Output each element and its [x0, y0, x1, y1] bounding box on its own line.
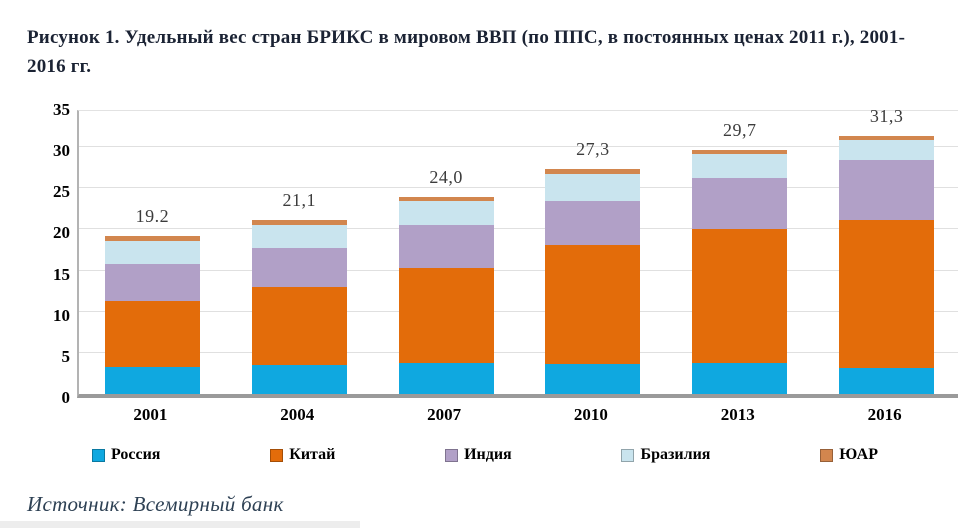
legend-item-россия: Россия: [92, 446, 160, 464]
figure-caption: Рисунок 1. Удельный вес стран БРИКС в ми…: [27, 27, 906, 77]
bar-2013-segment-4: [692, 153, 788, 179]
bar-2016-segment-1: [839, 367, 935, 394]
x-tick-label: 2010: [573, 405, 608, 424]
legend-label: ЮАР: [839, 446, 878, 463]
bar-2007-segment-5: [398, 196, 494, 201]
bar-stack-2004: [251, 220, 347, 394]
bar-2004-segment-4: [251, 225, 347, 249]
bar-2010-segment-4: [545, 173, 641, 201]
bar-2004-segment-1: [251, 365, 347, 394]
y-tick-label: 20: [53, 223, 70, 243]
legend-swatch: [621, 448, 635, 462]
source-note: Источник: Всемирный банк: [27, 492, 284, 516]
bar-2013-segment-1: [692, 362, 788, 394]
legend-item-бразилия: Бразилия: [621, 446, 710, 464]
bar-2010: [545, 169, 641, 394]
bar-2010-segment-3: [545, 200, 641, 246]
bar-2004-segment-3: [251, 248, 347, 288]
bar-2016-segment-4: [839, 139, 935, 161]
legend-label: Китай: [289, 446, 336, 463]
x-tick-label: 2013: [720, 405, 755, 424]
x-axis: 2001 2004 2007 2010 2013 2016: [77, 405, 958, 431]
gridline-15: [79, 269, 958, 271]
x-tick-label: 2007: [427, 405, 462, 424]
y-tick-label: 0: [61, 388, 71, 407]
bar-2013-segment-5: [692, 149, 788, 154]
legend-label: Индия: [464, 446, 512, 463]
bar-total-label: 21,1: [282, 190, 316, 211]
bar-2001-segment-2: [104, 301, 200, 367]
gridline-5: [79, 351, 958, 353]
legend-swatch: [270, 448, 284, 462]
bar-total-label: 29,7: [723, 119, 757, 140]
legend: Россия Китай Индия Бразилия ЮАР: [92, 446, 878, 464]
bar-stack-2013: [692, 149, 788, 394]
x-tick-label: 2001: [133, 405, 168, 424]
legend-item-юар: ЮАР: [820, 446, 878, 464]
page-edge-artifact: [0, 521, 360, 528]
x-tick-label: 2016: [867, 405, 902, 424]
legend-item-китай: Китай: [270, 446, 335, 464]
y-tick-label: 30: [53, 141, 70, 161]
legend-swatch: [445, 448, 459, 462]
bar-2016-segment-3: [839, 160, 935, 221]
bar-2007-segment-1: [398, 362, 494, 394]
bar-2013-segment-2: [692, 228, 788, 363]
bar-total-label: 27,3: [576, 139, 610, 160]
bar-total-label: 24,0: [429, 166, 463, 187]
legend-swatch: [820, 448, 834, 462]
y-tick-label: 5: [61, 346, 71, 366]
legend-label: Бразилия: [640, 446, 711, 463]
bar-2004-segment-2: [251, 287, 347, 366]
bar-2007-segment-2: [398, 268, 494, 363]
bar-2010-segment-1: [545, 364, 641, 394]
bar-2016: [839, 136, 935, 394]
y-axis: 0 5 10 15 20 25 30 35: [18, 100, 71, 407]
bar-2013-segment-3: [692, 178, 788, 229]
bar-2007: [398, 196, 494, 394]
y-tick-label: 25: [53, 182, 70, 202]
bar-2010-segment-2: [545, 245, 641, 365]
bar-2004-segment-5: [251, 220, 347, 226]
bar-2007-segment-4: [398, 200, 494, 225]
bar-stack-2007: [398, 196, 494, 394]
bar-2001-segment-5: [104, 236, 200, 241]
gridline-30: [79, 146, 958, 148]
x-tick-label: 2004: [280, 405, 315, 424]
bar-2007-segment-3: [398, 224, 494, 269]
gridline-20: [79, 228, 958, 230]
bar-2001-segment-4: [104, 240, 200, 265]
bar-total-label: 31,3: [869, 106, 904, 127]
plot-area: 19.2 21,1 24,0 27,3 29,7 31,3: [77, 106, 958, 398]
y-tick-label: 35: [53, 100, 70, 119]
gridline-25: [79, 187, 958, 189]
bar-2001: [104, 236, 200, 394]
bar-2016-segment-5: [839, 136, 935, 140]
bar-2004: [251, 220, 347, 394]
y-tick-label: 15: [53, 264, 70, 284]
legend-item-индия: Индия: [445, 446, 512, 464]
bar-2001-segment-1: [104, 366, 200, 394]
bar-total-label: 19.2: [135, 206, 170, 227]
legend-swatch: [92, 448, 105, 462]
bar-stack-2001: [104, 236, 200, 394]
y-tick-label: 10: [53, 305, 70, 325]
bar-2010-segment-5: [545, 169, 641, 174]
legend-label: Россия: [111, 446, 161, 463]
bar-2001-segment-3: [104, 264, 200, 302]
bar-stack-2016: [839, 136, 935, 394]
gridline-10: [79, 310, 958, 312]
bar-2016-segment-2: [839, 220, 935, 368]
bar-2013: [692, 149, 788, 394]
bar-stack-2010: [545, 169, 641, 394]
